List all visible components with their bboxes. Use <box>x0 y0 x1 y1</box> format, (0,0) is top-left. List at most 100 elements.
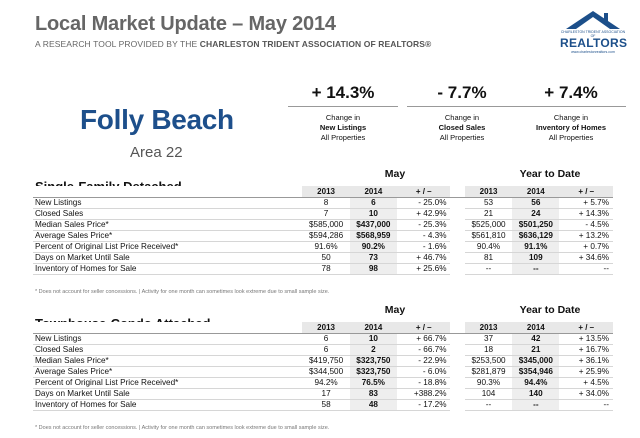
column-gap <box>450 322 465 333</box>
logo-wordmark: REALTORS <box>560 36 628 50</box>
gap-cell <box>450 230 464 241</box>
may-2014-cell: 83 <box>349 388 398 400</box>
gap-cell <box>450 252 464 263</box>
table-row: Days on Market Until Sale 50 73 + 46.7% 81 10… <box>33 252 613 264</box>
page-title: Local Market Update – May 2014 <box>35 13 336 35</box>
kpi-metric: Inventory of Homes <box>535 123 606 132</box>
ytd-2013-cell: 104 <box>464 388 513 400</box>
may-change-cell: +388.2% <box>397 388 451 400</box>
table-body: New Listings 6 10 + 66.7% 37 42 + 13.5% Closed … <box>33 332 613 411</box>
gap-cell <box>450 219 464 230</box>
may-2014-cell: 10 <box>349 208 398 220</box>
col-ytd-2013: 2013 <box>464 186 513 197</box>
may-2014-cell: 2 <box>349 344 398 356</box>
ytd-2013-cell: 37 <box>464 332 513 345</box>
ytd-2013-cell: $281,879 <box>464 366 513 378</box>
ytd-change-cell: + 16.7% <box>559 344 613 356</box>
gap-cell <box>450 344 464 355</box>
ytd-2014-cell: 91.1% <box>512 241 560 253</box>
col-ytd-change: + / – <box>559 186 613 197</box>
gap-cell <box>450 366 464 377</box>
may-2014-cell: $437,000 <box>349 219 398 231</box>
may-change-cell: - 1.6% <box>397 241 451 253</box>
ytd-2013-cell: $561,810 <box>464 230 513 242</box>
may-2013-cell: $344,500 <box>302 366 350 378</box>
metric-cell: Inventory of Homes for Sale <box>33 263 303 275</box>
ytd-2014-cell: $354,946 <box>512 366 560 378</box>
may-change-cell: - 6.0% <box>397 366 451 378</box>
ytd-2013-cell: $525,000 <box>464 219 513 231</box>
table-row: Average Sales Price* $594,286 $568,959- 4.… <box>33 230 613 242</box>
kpi-closed-sales: - 7.7% Change in Closed Sales All Proper… <box>407 83 517 143</box>
may-change-cell: + 66.7% <box>397 332 451 345</box>
ytd-2013-cell: 90.4% <box>464 241 513 253</box>
col-2014: 2014 <box>349 322 398 333</box>
ytd-2014-cell: $501,250 <box>512 219 560 231</box>
table-header-row: 2013 2014 + / – 2013 2014 + / – <box>33 186 613 197</box>
kpi-metric: New Listings <box>319 123 367 132</box>
may-2014-cell: $323,750 <box>349 355 398 367</box>
may-change-cell: + 25.6% <box>397 263 451 275</box>
ytd-2014-cell: $636,129 <box>512 230 560 242</box>
may-2013-cell: $585,000 <box>302 219 350 231</box>
table-row: Closed Sales 6 2- 66.7% 18 21 + 16.7% <box>33 344 613 356</box>
ytd-2013-cell: 90.3% <box>464 377 513 389</box>
kpi-value: - 7.7% <box>407 83 517 107</box>
kpi-line: Change in <box>444 113 480 122</box>
ytd-2014-cell: 21 <box>512 344 560 356</box>
kpi-scope: All Properties <box>548 133 594 142</box>
may-2013-cell: 7 <box>302 208 350 220</box>
may-change-cell: - 22.9% <box>397 355 451 367</box>
ytd-change-cell: + 34.0% <box>559 388 613 400</box>
kpi-new-listings: + 14.3% Change in New Listings All Prope… <box>288 83 398 143</box>
may-2013-cell: 6 <box>302 344 350 356</box>
gap-cell <box>450 196 465 208</box>
table-row: Median Sales Price* $419,750 $323,750- 22.… <box>33 355 613 367</box>
gap-cell <box>450 399 464 410</box>
may-change-cell: - 17.2% <box>397 399 451 411</box>
metric-cell: Days on Market Until Sale <box>33 252 303 264</box>
table-row: Closed Sales 7 10 + 42.9% 21 24 + 14.3% <box>33 208 613 220</box>
ytd-2014-cell: 56 <box>512 196 560 209</box>
may-2014-cell: 73 <box>349 252 398 264</box>
metric-cell: Inventory of Homes for Sale <box>33 399 303 411</box>
may-2014-cell: 48 <box>349 399 398 411</box>
kpi-metric: Closed Sales <box>438 123 486 132</box>
may-2013-cell: $594,286 <box>302 230 350 242</box>
ytd-2013-cell: 53 <box>464 196 513 209</box>
metric-cell: Median Sales Price* <box>33 219 303 231</box>
table-row: New Listings 8 6- 25.0% 53 56 + 5.7% <box>33 196 613 209</box>
metric-cell: Closed Sales <box>33 208 303 220</box>
gap-cell <box>450 332 465 344</box>
metric-column-header <box>33 322 303 333</box>
col-change: + / – <box>397 322 451 333</box>
period-may-label: May <box>384 304 406 316</box>
period-may-label: May <box>384 168 406 180</box>
table-row: Days on Market Until Sale 17 83 +388.2% 104 1… <box>33 388 613 400</box>
gap-cell <box>450 263 464 274</box>
col-ytd-2014: 2014 <box>512 186 560 197</box>
logo-small-text: CHARLESTON TRIDENT ASSOCIATION OF <box>560 30 626 38</box>
column-gap <box>450 186 465 197</box>
table-row: New Listings 6 10 + 66.7% 37 42 + 13.5% <box>33 332 613 345</box>
kpi-scope: All Properties <box>320 133 366 142</box>
table-row: Percent of Original List Price Received*… <box>33 377 613 389</box>
may-change-cell: - 25.3% <box>397 219 451 231</box>
col-ytd-2013: 2013 <box>464 322 513 333</box>
may-change-cell: + 46.7% <box>397 252 451 264</box>
ytd-2013-cell: 18 <box>464 344 513 356</box>
table-row: Percent of Original List Price Received*… <box>33 241 613 253</box>
page-subtitle: A RESEARCH TOOL PROVIDED BY THE CHARLEST… <box>35 39 431 49</box>
may-2013-cell: 17 <box>302 388 350 400</box>
may-change-cell: + 42.9% <box>397 208 451 220</box>
gap-cell <box>450 355 464 366</box>
ytd-change-cell: + 34.6% <box>559 252 613 264</box>
period-ytd-label: Year to Date <box>519 168 581 180</box>
col-ytd-change: + / – <box>559 322 613 333</box>
ytd-2013-cell: -- <box>464 263 513 275</box>
metric-cell: Percent of Original List Price Received* <box>33 377 303 389</box>
may-change-cell: - 25.0% <box>397 196 451 209</box>
col-2013: 2013 <box>302 186 350 197</box>
ytd-change-cell: + 13.2% <box>559 230 613 242</box>
col-change: + / – <box>397 186 451 197</box>
